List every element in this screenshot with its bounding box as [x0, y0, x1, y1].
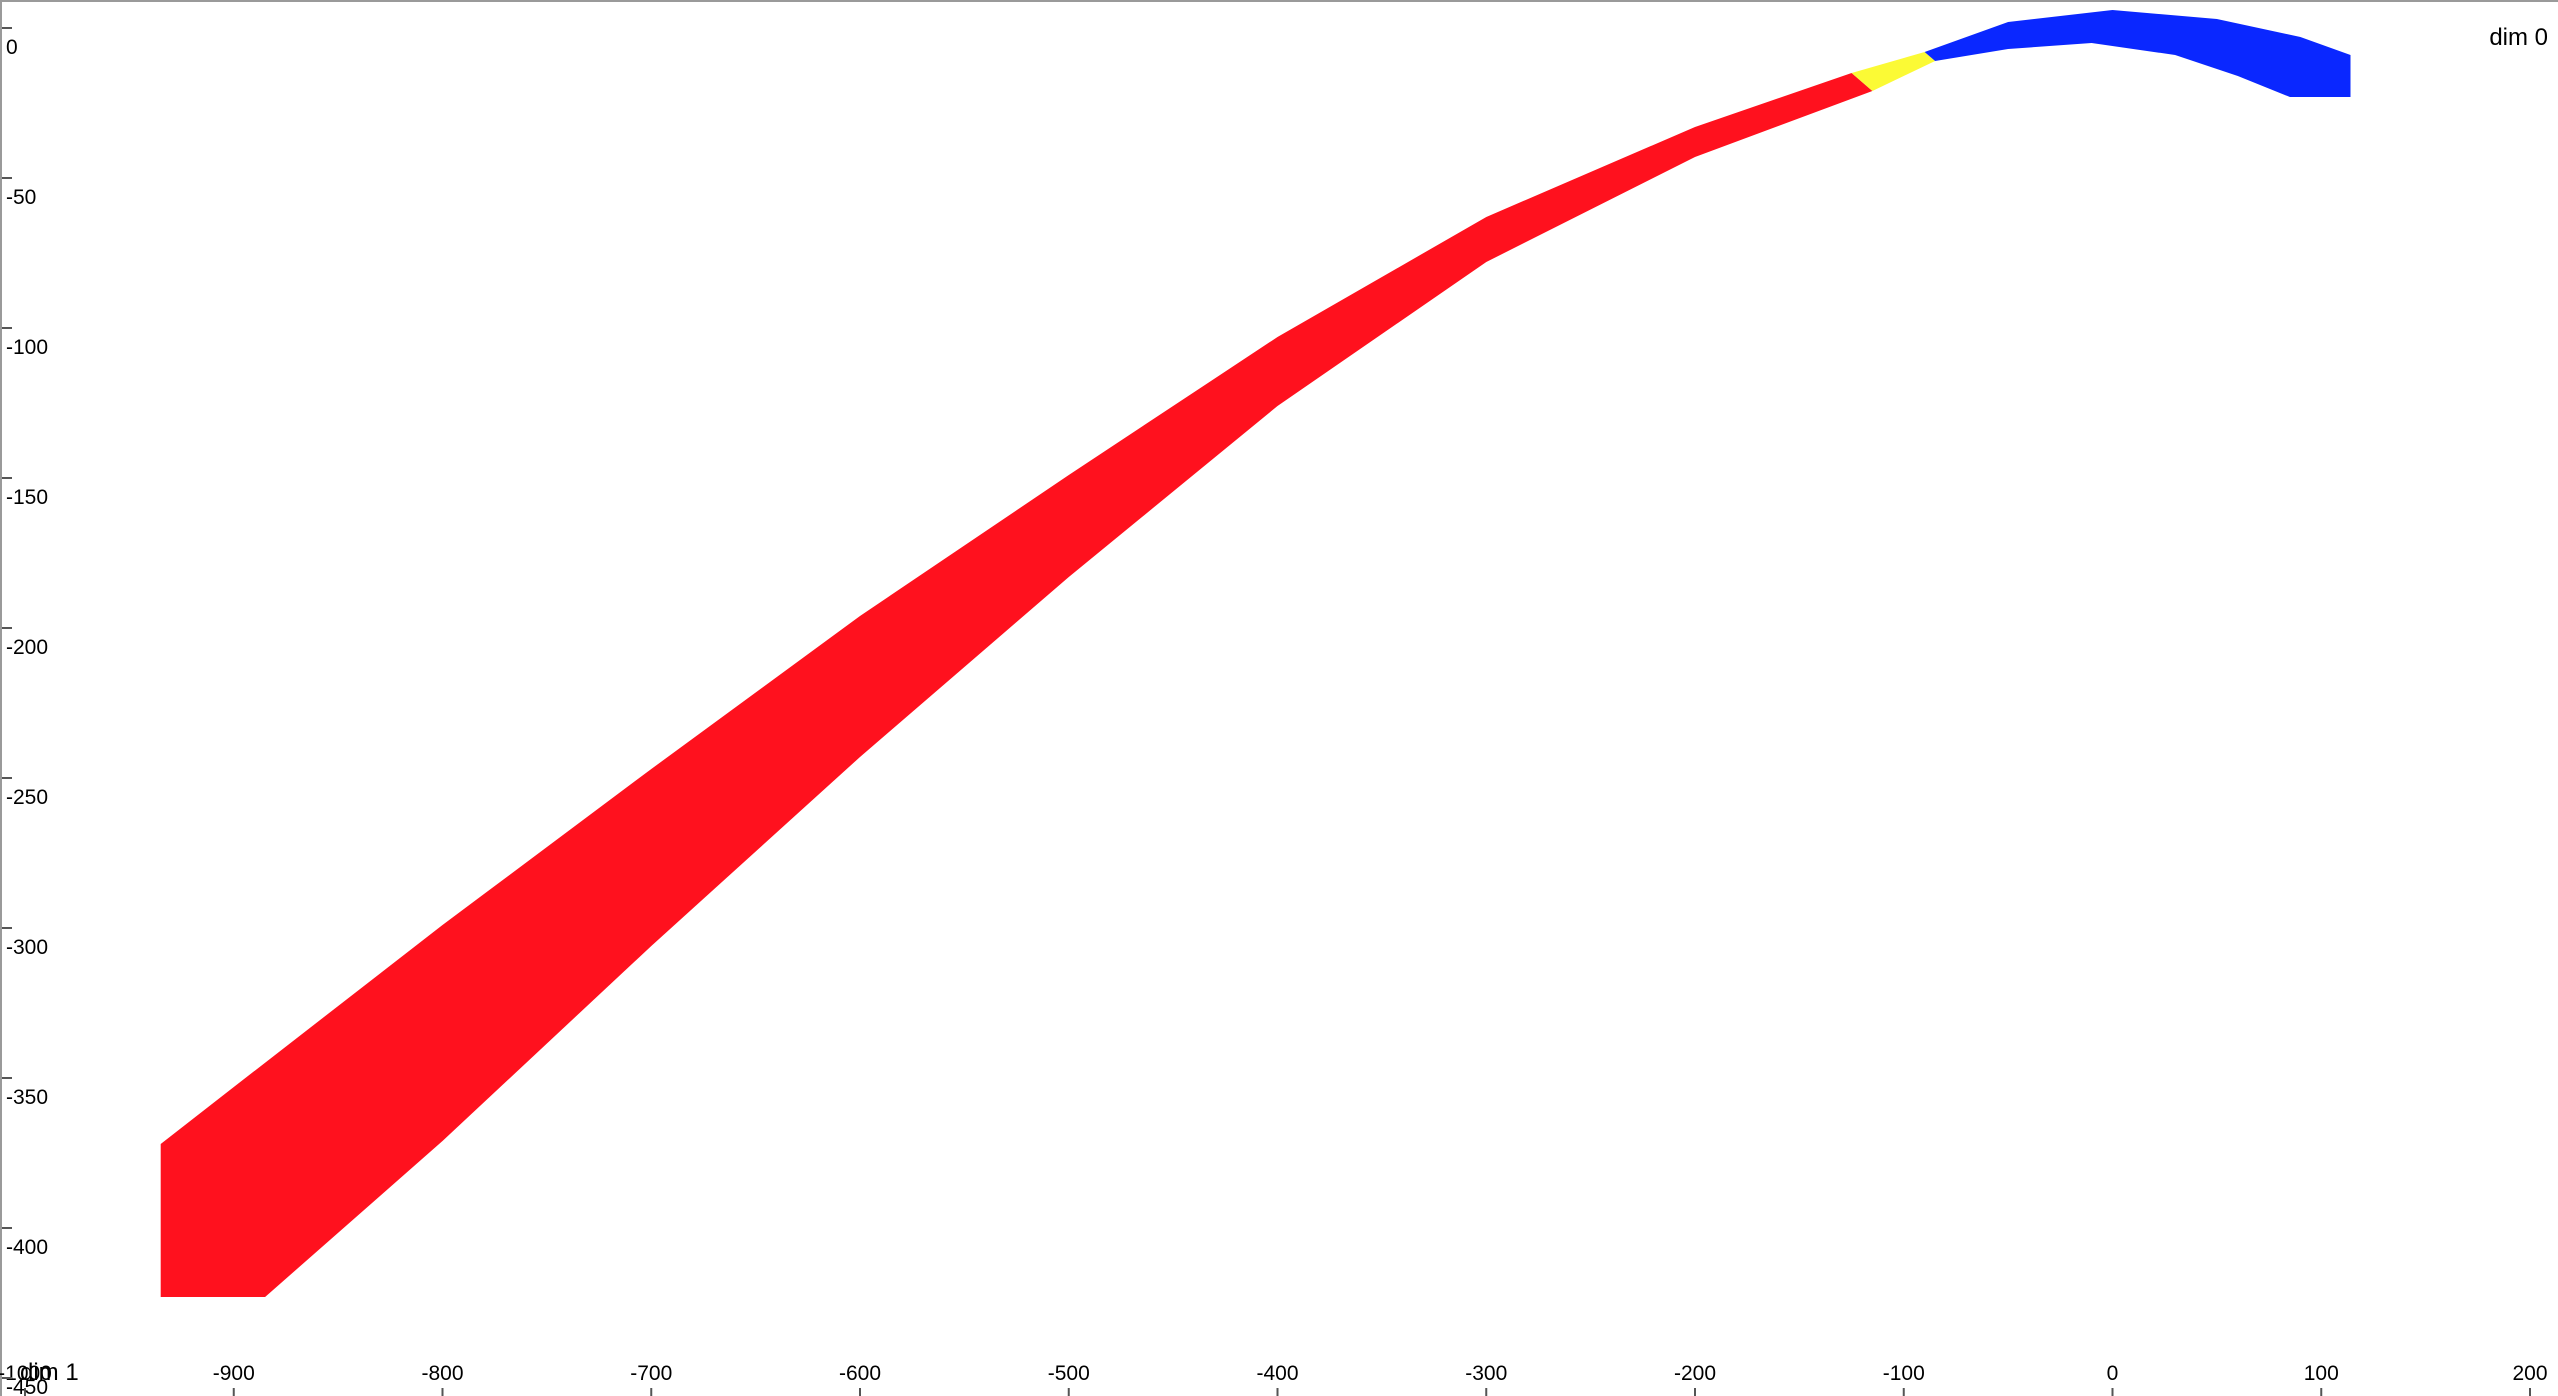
x-tick-label: -600 — [839, 1362, 881, 1385]
x-tick-label: 0 — [2107, 1362, 2119, 1385]
x-tick-label: -500 — [1048, 1362, 1090, 1385]
x-tick-label: -100 — [1883, 1362, 1925, 1385]
x-tick-label: -400 — [1256, 1362, 1298, 1385]
series-layer — [160, 10, 2351, 1297]
y-tick-label: -150 — [6, 486, 48, 509]
series-band-1 — [1851, 52, 1936, 91]
y-tick-label: -200 — [6, 636, 48, 659]
x-tick-label: -200 — [1674, 1362, 1716, 1385]
x-axis-title: dim 1 — [20, 1359, 79, 1386]
y-tick-label: -250 — [6, 786, 48, 809]
y-tick-label: 0 — [6, 36, 18, 59]
x-tick-label: -900 — [213, 1362, 255, 1385]
y-tick-label: -400 — [6, 1236, 48, 1259]
y-tick-label: -100 — [6, 336, 48, 359]
y-axis: 0 -50 -100 -150 -200 -250 -300 -350 -400 -450 — [2, 27, 48, 1396]
x-tick-label: 200 — [2512, 1362, 2547, 1385]
y-tick-label: -300 — [6, 936, 48, 959]
x-tick-label: -700 — [630, 1362, 672, 1385]
x-tick-label: -800 — [421, 1362, 463, 1385]
y-axis-title: dim 0 — [2489, 24, 2548, 51]
x-tick-label: -300 — [1465, 1362, 1507, 1385]
y-tick-label: -450 — [6, 1376, 48, 1396]
y-tick-label: -350 — [6, 1086, 48, 1109]
x-tick-label: -1000 — [0, 1362, 52, 1385]
y-tick-label: -50 — [6, 186, 36, 209]
x-tick-label: 100 — [2304, 1362, 2339, 1385]
series-band-2 — [1924, 10, 2351, 97]
x-axis: -1000 -900 -800 -700 -600 -500 -400 -300 -200 -10… — [0, 1362, 2548, 1396]
series-band-0 — [160, 73, 1873, 1297]
